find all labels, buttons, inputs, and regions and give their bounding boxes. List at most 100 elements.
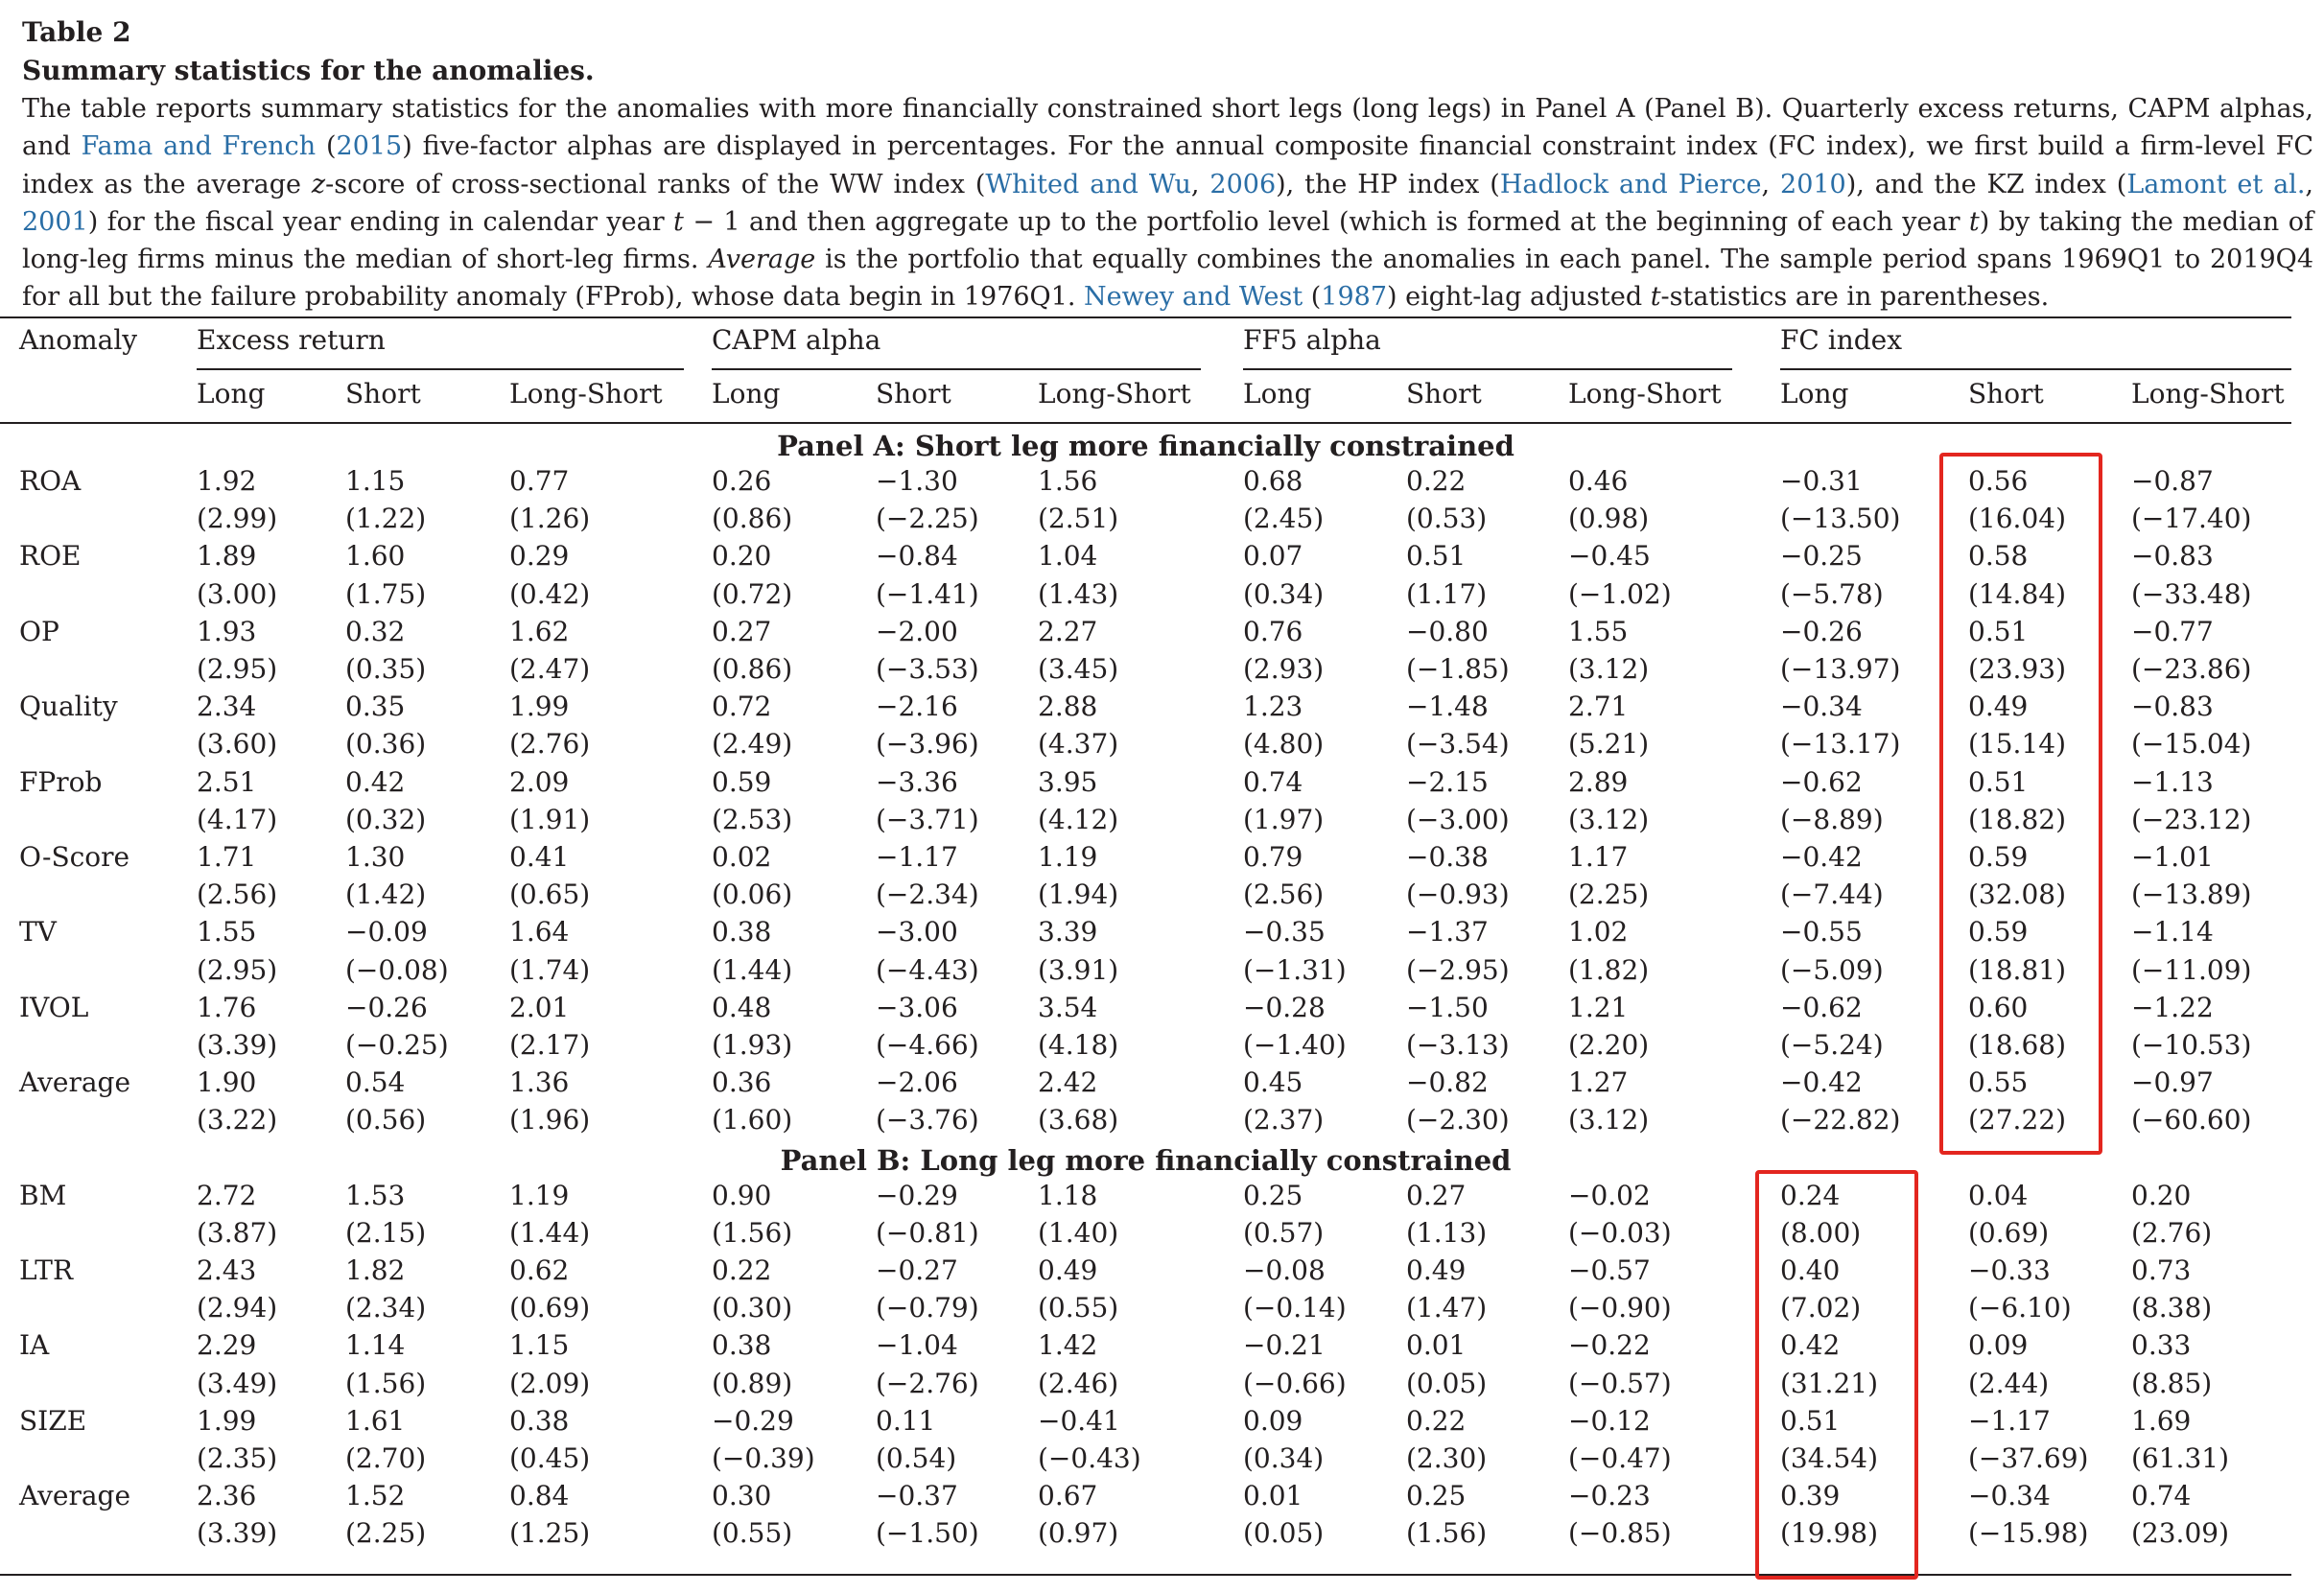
- table-cell-tstat: (2.76): [509, 728, 591, 761]
- table-cell-tstat: (−8.89): [1780, 803, 1884, 835]
- table-cell-value: −0.87: [2131, 465, 2214, 497]
- table-cell-tstat: (18.82): [1968, 803, 2067, 835]
- caption-text: (: [316, 131, 337, 162]
- table-cell-tstat: (−0.08): [345, 953, 449, 986]
- row-anomaly-name: BM: [19, 1179, 67, 1211]
- table-cell-value: 1.64: [509, 916, 570, 949]
- table-cell-tstat: (3.39): [197, 1029, 278, 1061]
- table-cell-value: 0.27: [1406, 1179, 1467, 1211]
- table-cell-tstat: (18.81): [1968, 953, 2067, 986]
- table-cell-tstat: (8.85): [2131, 1367, 2213, 1399]
- citation-link[interactable]: 2010: [1780, 169, 1846, 199]
- table-cell-value: 0.73: [2131, 1254, 2192, 1286]
- table-cell-tstat: (−23.86): [2131, 653, 2252, 685]
- table-cell-tstat: (2.34): [345, 1292, 427, 1324]
- table-cell-tstat: (−13.97): [1780, 653, 1901, 685]
- table-cell-tstat: (0.86): [712, 653, 793, 685]
- table-cell-value: −0.57: [1568, 1254, 1651, 1286]
- table-cell-tstat: (31.21): [1780, 1367, 1879, 1399]
- citation-link[interactable]: 2001: [22, 206, 88, 237]
- row-anomaly-name: ROA: [19, 465, 82, 497]
- citation-link[interactable]: 1987: [1321, 282, 1388, 313]
- table-cell-tstat: (1.42): [345, 878, 427, 911]
- table-cell-value: −2.15: [1406, 765, 1489, 798]
- table-cell-tstat: (3.87): [197, 1216, 278, 1249]
- citation-link[interactable]: Hadlock and Pierce: [1499, 169, 1762, 199]
- table-cell-tstat: (2.56): [197, 878, 278, 911]
- table-cell-value: 1.99: [197, 1404, 257, 1437]
- table-cell-tstat: (−2.76): [876, 1367, 979, 1399]
- table-cell-value: 0.33: [2131, 1329, 2192, 1362]
- citation-link[interactable]: Newey and West: [1084, 282, 1303, 313]
- citation-link[interactable]: 2006: [1209, 169, 1277, 199]
- highlight-box-panel-a-fc-short: [1939, 453, 2102, 1155]
- table-cell-tstat: (1.60): [712, 1104, 793, 1136]
- table-cell-tstat: (−0.03): [1568, 1216, 1672, 1249]
- table-cell-tstat: (1.43): [1038, 577, 1119, 610]
- citation-link[interactable]: 2015: [336, 131, 403, 162]
- table-cell-tstat: (2.44): [1968, 1367, 2050, 1399]
- caption-italic-text: t: [1650, 282, 1661, 313]
- table-cell-value: 1.82: [345, 1254, 406, 1286]
- caption-italic-text: t: [1968, 206, 1980, 237]
- citation-link[interactable]: Whited and Wu: [985, 169, 1191, 199]
- table-cell-tstat: (3.39): [197, 1517, 278, 1550]
- table-cell-tstat: (−11.09): [2131, 953, 2252, 986]
- citation-link[interactable]: Lamont et al.: [2126, 169, 2306, 199]
- table-cell-value: −0.42: [1780, 841, 1863, 873]
- table-cell-tstat: (−1.50): [876, 1517, 979, 1550]
- table-cell-value: 2.72: [197, 1179, 257, 1211]
- table-cell-value: 0.22: [712, 1254, 772, 1286]
- table-cell-tstat: (23.93): [1968, 653, 2067, 685]
- row-anomaly-name: Average: [19, 1480, 131, 1512]
- table-cell-tstat: (2.20): [1568, 1029, 1650, 1061]
- table-cell-value: 0.49: [1038, 1254, 1098, 1286]
- table-cell-value: 1.15: [345, 465, 406, 497]
- table-cell-tstat: (2.56): [1243, 878, 1325, 911]
- table-cell-value: −3.06: [876, 991, 958, 1023]
- table-cell-value: 0.25: [1243, 1179, 1303, 1211]
- table-cell-tstat: (3.68): [1038, 1104, 1119, 1136]
- table-cell-tstat: (−3.54): [1406, 728, 1510, 761]
- table-cell-value: 0.38: [712, 916, 772, 949]
- row-anomaly-name: TV: [19, 916, 57, 949]
- table-cell-tstat: (0.69): [509, 1292, 591, 1324]
- row-anomaly-name: OP: [19, 615, 59, 647]
- table-cell-value: −0.26: [1780, 615, 1863, 647]
- table-cell-tstat: (1.82): [1568, 953, 1650, 986]
- caption-text: ,: [2305, 169, 2313, 199]
- table-cell-value: 2.09: [509, 765, 570, 798]
- header-group-underline: [197, 368, 684, 370]
- table-cell-value: 1.21: [1568, 991, 1629, 1023]
- table-cell-value: 0.09: [1243, 1404, 1303, 1437]
- row-anomaly-name: IA: [19, 1329, 50, 1362]
- table-cell-tstat: (0.34): [1243, 577, 1325, 610]
- table-cell-value: 0.20: [2131, 1179, 2192, 1211]
- table-cell-tstat: (0.56): [345, 1104, 427, 1136]
- header-bottom-rule: [0, 422, 2291, 424]
- table-cell-tstat: (3.12): [1568, 1104, 1650, 1136]
- table-cell-value: 0.42: [1780, 1329, 1841, 1362]
- table-cell-tstat: (−0.14): [1243, 1292, 1347, 1324]
- table-cell-tstat: (2.70): [345, 1442, 427, 1474]
- table-cell-value: 2.36: [197, 1480, 257, 1512]
- table-cell-tstat: (−1.31): [1243, 953, 1347, 986]
- header-subcolumn: Short: [1406, 378, 1482, 410]
- table-cell-tstat: (23.09): [2131, 1517, 2230, 1550]
- table-cell-value: −0.12: [1568, 1404, 1651, 1437]
- table-cell-value: 0.42: [345, 765, 406, 798]
- table-cell-value: 0.04: [1968, 1179, 2029, 1211]
- table-cell-value: 1.76: [197, 991, 257, 1023]
- table-cell-value: 0.77: [509, 465, 570, 497]
- table-cell-tstat: (−60.60): [2131, 1104, 2252, 1136]
- citation-link[interactable]: Fama and French: [81, 131, 317, 162]
- table-cell-value: 1.36: [509, 1066, 570, 1099]
- header-subcolumn: Long-Short: [509, 378, 663, 410]
- table-cell-value: −0.27: [876, 1254, 958, 1286]
- table-cell-tstat: (2.30): [1406, 1442, 1488, 1474]
- table-cell-tstat: (1.56): [345, 1367, 427, 1399]
- table-cell-value: −0.29: [712, 1404, 794, 1437]
- table-cell-value: −0.21: [1243, 1329, 1326, 1362]
- table-cell-tstat: (−33.48): [2131, 577, 2252, 610]
- table-cell-tstat: (27.22): [1968, 1104, 2067, 1136]
